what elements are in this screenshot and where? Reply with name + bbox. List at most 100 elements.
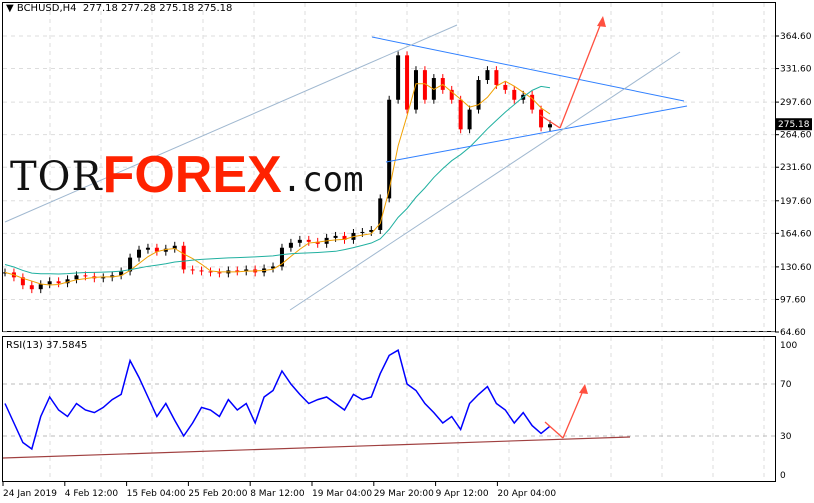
rsi-tick-label: 0 [780,471,786,481]
candle-body [485,70,490,81]
candle-body [65,279,70,284]
time-tick-label: 8 Mar 12:00 [250,489,305,499]
candle-body [297,239,302,243]
rsi-panel-frame [2,336,776,482]
rsi-label: RSI(13) 37.5845 [6,340,88,351]
channel-upper-line [4,24,458,223]
candle-body [101,277,106,279]
candle-body [83,275,88,277]
price-tick-label: 97.60 [780,295,806,305]
logo-tor: TOR [10,154,103,200]
candle-body [288,242,293,248]
logo-com: .com [281,160,364,200]
price-tick-label: 130.60 [780,263,812,273]
rsi-forecast-arrow [544,421,564,439]
price-tick-label: 231.60 [780,163,812,173]
candle-body [119,271,124,276]
torforex-logo: TOR FOREX .com [10,146,364,204]
logo-forex: FOREX [102,146,282,204]
current-price-label: 275.18 [778,120,810,130]
symbol-header: ▼ BCHUSD,H4 277.18 277.28 275.18 275.18 [6,3,232,14]
candle-body [199,270,204,272]
time-tick-label: 19 Mar 04:00 [312,489,372,499]
candle-body [458,99,463,130]
rsi-tick-label: 70 [780,380,792,390]
candle-body [128,257,133,272]
candle-body [387,99,392,199]
candle-body [172,245,177,249]
candle-body [378,198,383,230]
time-tick-label: 24 Jan 2019 [3,489,57,499]
forecast-arrow [559,17,604,129]
price-tick-label: 331.60 [780,65,812,75]
candle-body [244,269,249,272]
rsi-line [4,349,551,451]
candle-body [190,269,195,271]
time-tick-label: 25 Feb 20:00 [188,489,247,499]
candle-body [208,271,213,273]
price-tick-label: 364.60 [780,32,812,42]
time-tick-label: 20 Apr 04:00 [497,489,556,499]
price-tick-label: 164.60 [780,229,812,239]
candle-body [467,109,472,130]
rsi-tick-label: 30 [780,432,792,442]
time-tick-label: 29 Mar 20:00 [374,489,434,499]
price-tick-label: 264.60 [780,131,812,141]
forecast-arrow [539,114,561,129]
candle-body [548,124,552,128]
rsi-tick-label: 100 [780,341,797,351]
arrow-head [597,16,606,27]
channel-lower-line [289,51,681,311]
ma-slow-line [4,85,551,275]
rsi-arrow-head [579,384,588,394]
candle-body [279,247,284,267]
candle-body [306,239,311,242]
candle-body [449,89,454,100]
candle-body [405,55,410,110]
candle-body [38,284,43,290]
candle-body [271,266,276,269]
price-tick-label: 197.60 [780,197,812,207]
candle-body [512,89,517,100]
candle-body [396,55,401,100]
price-tick-label: 297.60 [780,98,812,108]
candle-body [47,281,52,285]
ohlc-values: 277.18 277.28 275.18 275.18 [82,3,233,14]
candle-body [476,80,481,110]
price-tick-label: 64.60 [780,328,806,338]
time-tick-label: 4 Feb 12:00 [65,489,119,499]
candle-body [413,70,418,110]
candle-body [56,281,61,284]
candle-body [530,94,535,110]
candle-body [181,245,186,270]
candle-body [539,109,544,128]
time-tick-label: 15 Feb 04:00 [127,489,186,499]
ma-fast-line [4,80,551,286]
candle-body [342,235,347,240]
candle-body [217,272,222,274]
candle-body [315,241,320,244]
triangle-lower-line [385,105,688,163]
candle-body [145,247,150,250]
candle-body [369,229,374,232]
candle-body [235,270,240,272]
rsi-forecast-arrow [562,385,586,439]
candle-body [20,277,25,286]
candle-body [163,248,168,252]
candle-body [154,247,159,252]
triangle-upper-line [371,36,685,102]
candle-body [137,249,142,258]
candle-body [360,231,365,233]
rsi-trendline [2,436,631,459]
candle-body [333,235,338,238]
candle-body [422,70,427,100]
candle-body [494,70,499,85]
current-price-box [776,118,812,131]
symbol-dropdown-icon[interactable]: ▼ [6,3,14,14]
candle-body [503,84,508,90]
candle-body [74,275,79,280]
candle-body [29,285,34,290]
symbol-label: BCHUSD,H4 [16,3,77,14]
